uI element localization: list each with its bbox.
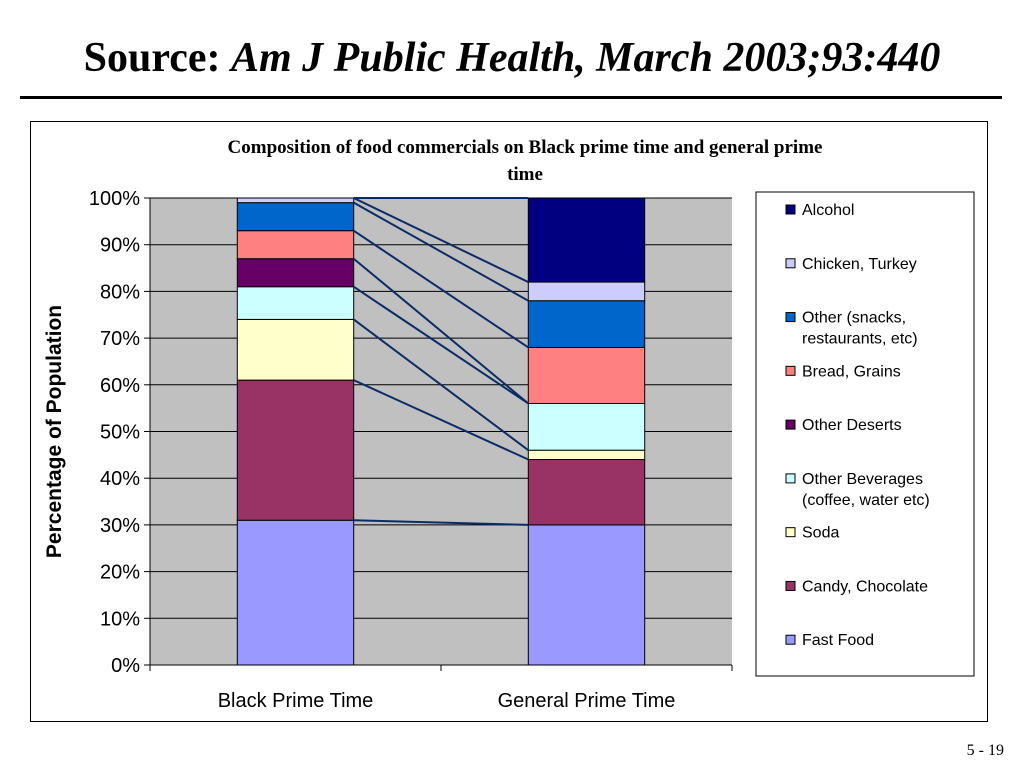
legend-label: Other Deserts [802,417,902,434]
slide-title: Source: Am J Public Health, March 2003;9… [0,34,1024,82]
legend-label: Alcohol [802,202,854,219]
legend [755,191,975,677]
chart-frame: Composition of food commercials on Black… [30,121,988,722]
legend-label: Fast Food [802,632,874,649]
y-tick-label: 20% [100,562,140,584]
bar-segment [236,202,355,232]
slide-title-citation: Am J Public Health, March 2003;93:440 [231,35,941,81]
legend-swatch [785,419,796,430]
legend-swatch [785,580,796,591]
y-tick-label: 30% [100,515,140,537]
legend-label: (coffee, water etc) [802,492,930,509]
page-number: 5 - 19 [966,742,1004,759]
bar-segment [236,197,355,204]
bar-segment [527,459,646,526]
bar-segment [236,318,355,381]
bar-segment [236,258,355,288]
bar-segment [236,379,355,521]
chart-title-line: Composition of food commercials on Black… [228,137,823,158]
legend-label: Other Beverages [802,471,923,488]
legend-label: Candy, Chocolate [802,578,928,595]
y-tick-label: 40% [100,468,140,490]
series-line [353,519,529,526]
legend-label: Other (snacks, [802,310,906,327]
y-tick-label: 90% [100,235,140,257]
legend-swatch [785,634,796,645]
x-tick-label: Black Prime Time [218,690,374,712]
series-line [353,257,529,405]
title-divider [20,96,1002,99]
bar-segment [236,286,355,320]
x-tick-label: General Prime Time [498,690,676,712]
series-line [353,285,529,405]
legend-swatch [785,365,796,376]
bar-segment [236,230,355,260]
legend-label: restaurants, etc) [802,331,918,348]
y-axis-title: Percentage of Population [43,305,66,558]
slide-title-prefix: Source: [83,35,221,81]
bar-segment [527,281,646,302]
legend-swatch [785,527,796,538]
stacked-bar-chart: Composition of food commercials on Black… [43,137,975,712]
bar-segment [527,197,646,283]
chart-title-line: time [507,164,543,185]
bar-segment [527,346,646,404]
series-line [353,318,529,451]
bar-segment [527,524,646,666]
y-tick-label: 0% [111,655,140,677]
legend-label: Soda [802,525,839,542]
legend-swatch [785,312,796,323]
bar-segment [236,519,355,666]
legend-swatch [785,473,796,484]
series-line [353,197,529,283]
y-tick-label: 80% [100,281,140,303]
series-line [353,379,529,461]
legend-swatch [785,258,796,269]
series-line [353,201,529,302]
legend-label: Bread, Grains [802,363,901,380]
y-tick-label: 100% [89,188,140,210]
bar-segment [527,402,646,451]
legend-swatch [785,204,796,215]
series-line [353,229,529,349]
bar-segment [527,449,646,461]
y-tick-label: 50% [100,422,140,444]
bar-segment [527,300,646,348]
y-tick-label: 60% [100,375,140,397]
y-tick-label: 70% [100,328,140,350]
y-tick-label: 10% [100,608,140,630]
legend-label: Chicken, Turkey [802,256,917,273]
